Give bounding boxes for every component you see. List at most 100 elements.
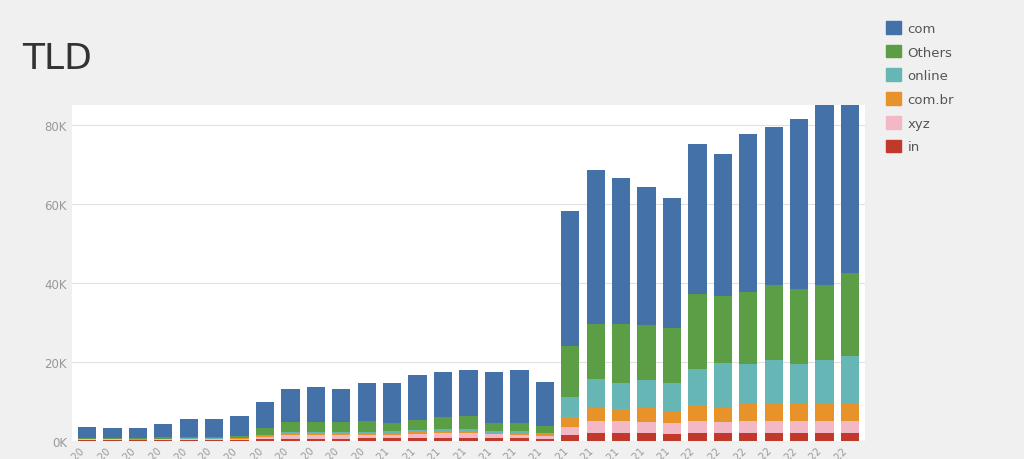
- Legend: com, Others, online, com.br, xyz, in: com, Others, online, com.br, xyz, in: [880, 16, 961, 161]
- Bar: [663, 328, 681, 383]
- Bar: [460, 434, 477, 438]
- Bar: [815, 285, 834, 360]
- Bar: [765, 285, 783, 360]
- Bar: [612, 409, 630, 421]
- Bar: [714, 297, 732, 364]
- Bar: [154, 440, 172, 441]
- Bar: [765, 421, 783, 433]
- Bar: [460, 431, 477, 434]
- Bar: [332, 434, 350, 436]
- Bar: [714, 422, 732, 434]
- Bar: [460, 415, 477, 430]
- Bar: [714, 364, 732, 407]
- Bar: [307, 436, 325, 439]
- Bar: [357, 432, 376, 433]
- Bar: [612, 433, 630, 441]
- Bar: [307, 439, 325, 441]
- Bar: [307, 434, 325, 436]
- Bar: [536, 433, 554, 434]
- Bar: [484, 432, 503, 435]
- Bar: [714, 154, 732, 297]
- Bar: [282, 434, 300, 436]
- Bar: [307, 387, 325, 422]
- Bar: [510, 433, 528, 435]
- Bar: [637, 408, 655, 422]
- Bar: [841, 80, 859, 273]
- Bar: [815, 433, 834, 441]
- Bar: [484, 435, 503, 438]
- Bar: [78, 440, 96, 441]
- Bar: [637, 434, 655, 441]
- Bar: [434, 430, 453, 431]
- Bar: [536, 382, 554, 426]
- Bar: [383, 438, 401, 441]
- Bar: [484, 372, 503, 423]
- Bar: [612, 179, 630, 325]
- Bar: [332, 422, 350, 432]
- Bar: [282, 436, 300, 439]
- Bar: [765, 360, 783, 403]
- Bar: [332, 389, 350, 422]
- Bar: [815, 421, 834, 433]
- Bar: [714, 434, 732, 441]
- Bar: [765, 433, 783, 441]
- Bar: [688, 295, 707, 369]
- Bar: [434, 438, 453, 441]
- Bar: [663, 423, 681, 434]
- Bar: [460, 370, 477, 415]
- Bar: [129, 440, 147, 441]
- Bar: [484, 423, 503, 431]
- Bar: [154, 424, 172, 437]
- Bar: [790, 289, 808, 364]
- Bar: [332, 439, 350, 441]
- Bar: [536, 439, 554, 441]
- Bar: [230, 436, 249, 438]
- Bar: [688, 433, 707, 441]
- Bar: [103, 438, 122, 439]
- Bar: [460, 438, 477, 441]
- Bar: [484, 438, 503, 441]
- Bar: [765, 127, 783, 285]
- Bar: [256, 403, 274, 428]
- Bar: [434, 434, 453, 438]
- Bar: [205, 419, 223, 437]
- Bar: [307, 422, 325, 432]
- Bar: [637, 381, 655, 408]
- Bar: [587, 421, 605, 433]
- Bar: [841, 433, 859, 441]
- Bar: [332, 436, 350, 439]
- Bar: [154, 437, 172, 439]
- Bar: [510, 438, 528, 441]
- Bar: [510, 370, 528, 424]
- Bar: [357, 435, 376, 438]
- Bar: [739, 421, 758, 433]
- Bar: [612, 383, 630, 409]
- Bar: [484, 431, 503, 432]
- Bar: [739, 403, 758, 421]
- Bar: [841, 421, 859, 433]
- Bar: [357, 383, 376, 421]
- Bar: [510, 431, 528, 433]
- Bar: [510, 424, 528, 431]
- Bar: [409, 438, 427, 441]
- Bar: [688, 369, 707, 405]
- Bar: [714, 407, 732, 422]
- Bar: [332, 432, 350, 434]
- Bar: [282, 439, 300, 441]
- Bar: [536, 426, 554, 433]
- Bar: [78, 439, 96, 440]
- Bar: [78, 438, 96, 439]
- Text: TLD: TLD: [22, 42, 91, 76]
- Bar: [205, 440, 223, 441]
- Bar: [179, 437, 198, 438]
- Bar: [561, 417, 580, 427]
- Bar: [688, 421, 707, 433]
- Bar: [561, 435, 580, 441]
- Bar: [357, 433, 376, 435]
- Bar: [587, 433, 605, 441]
- Bar: [256, 436, 274, 437]
- Bar: [357, 421, 376, 432]
- Bar: [739, 293, 758, 364]
- Bar: [103, 440, 122, 441]
- Bar: [561, 397, 580, 417]
